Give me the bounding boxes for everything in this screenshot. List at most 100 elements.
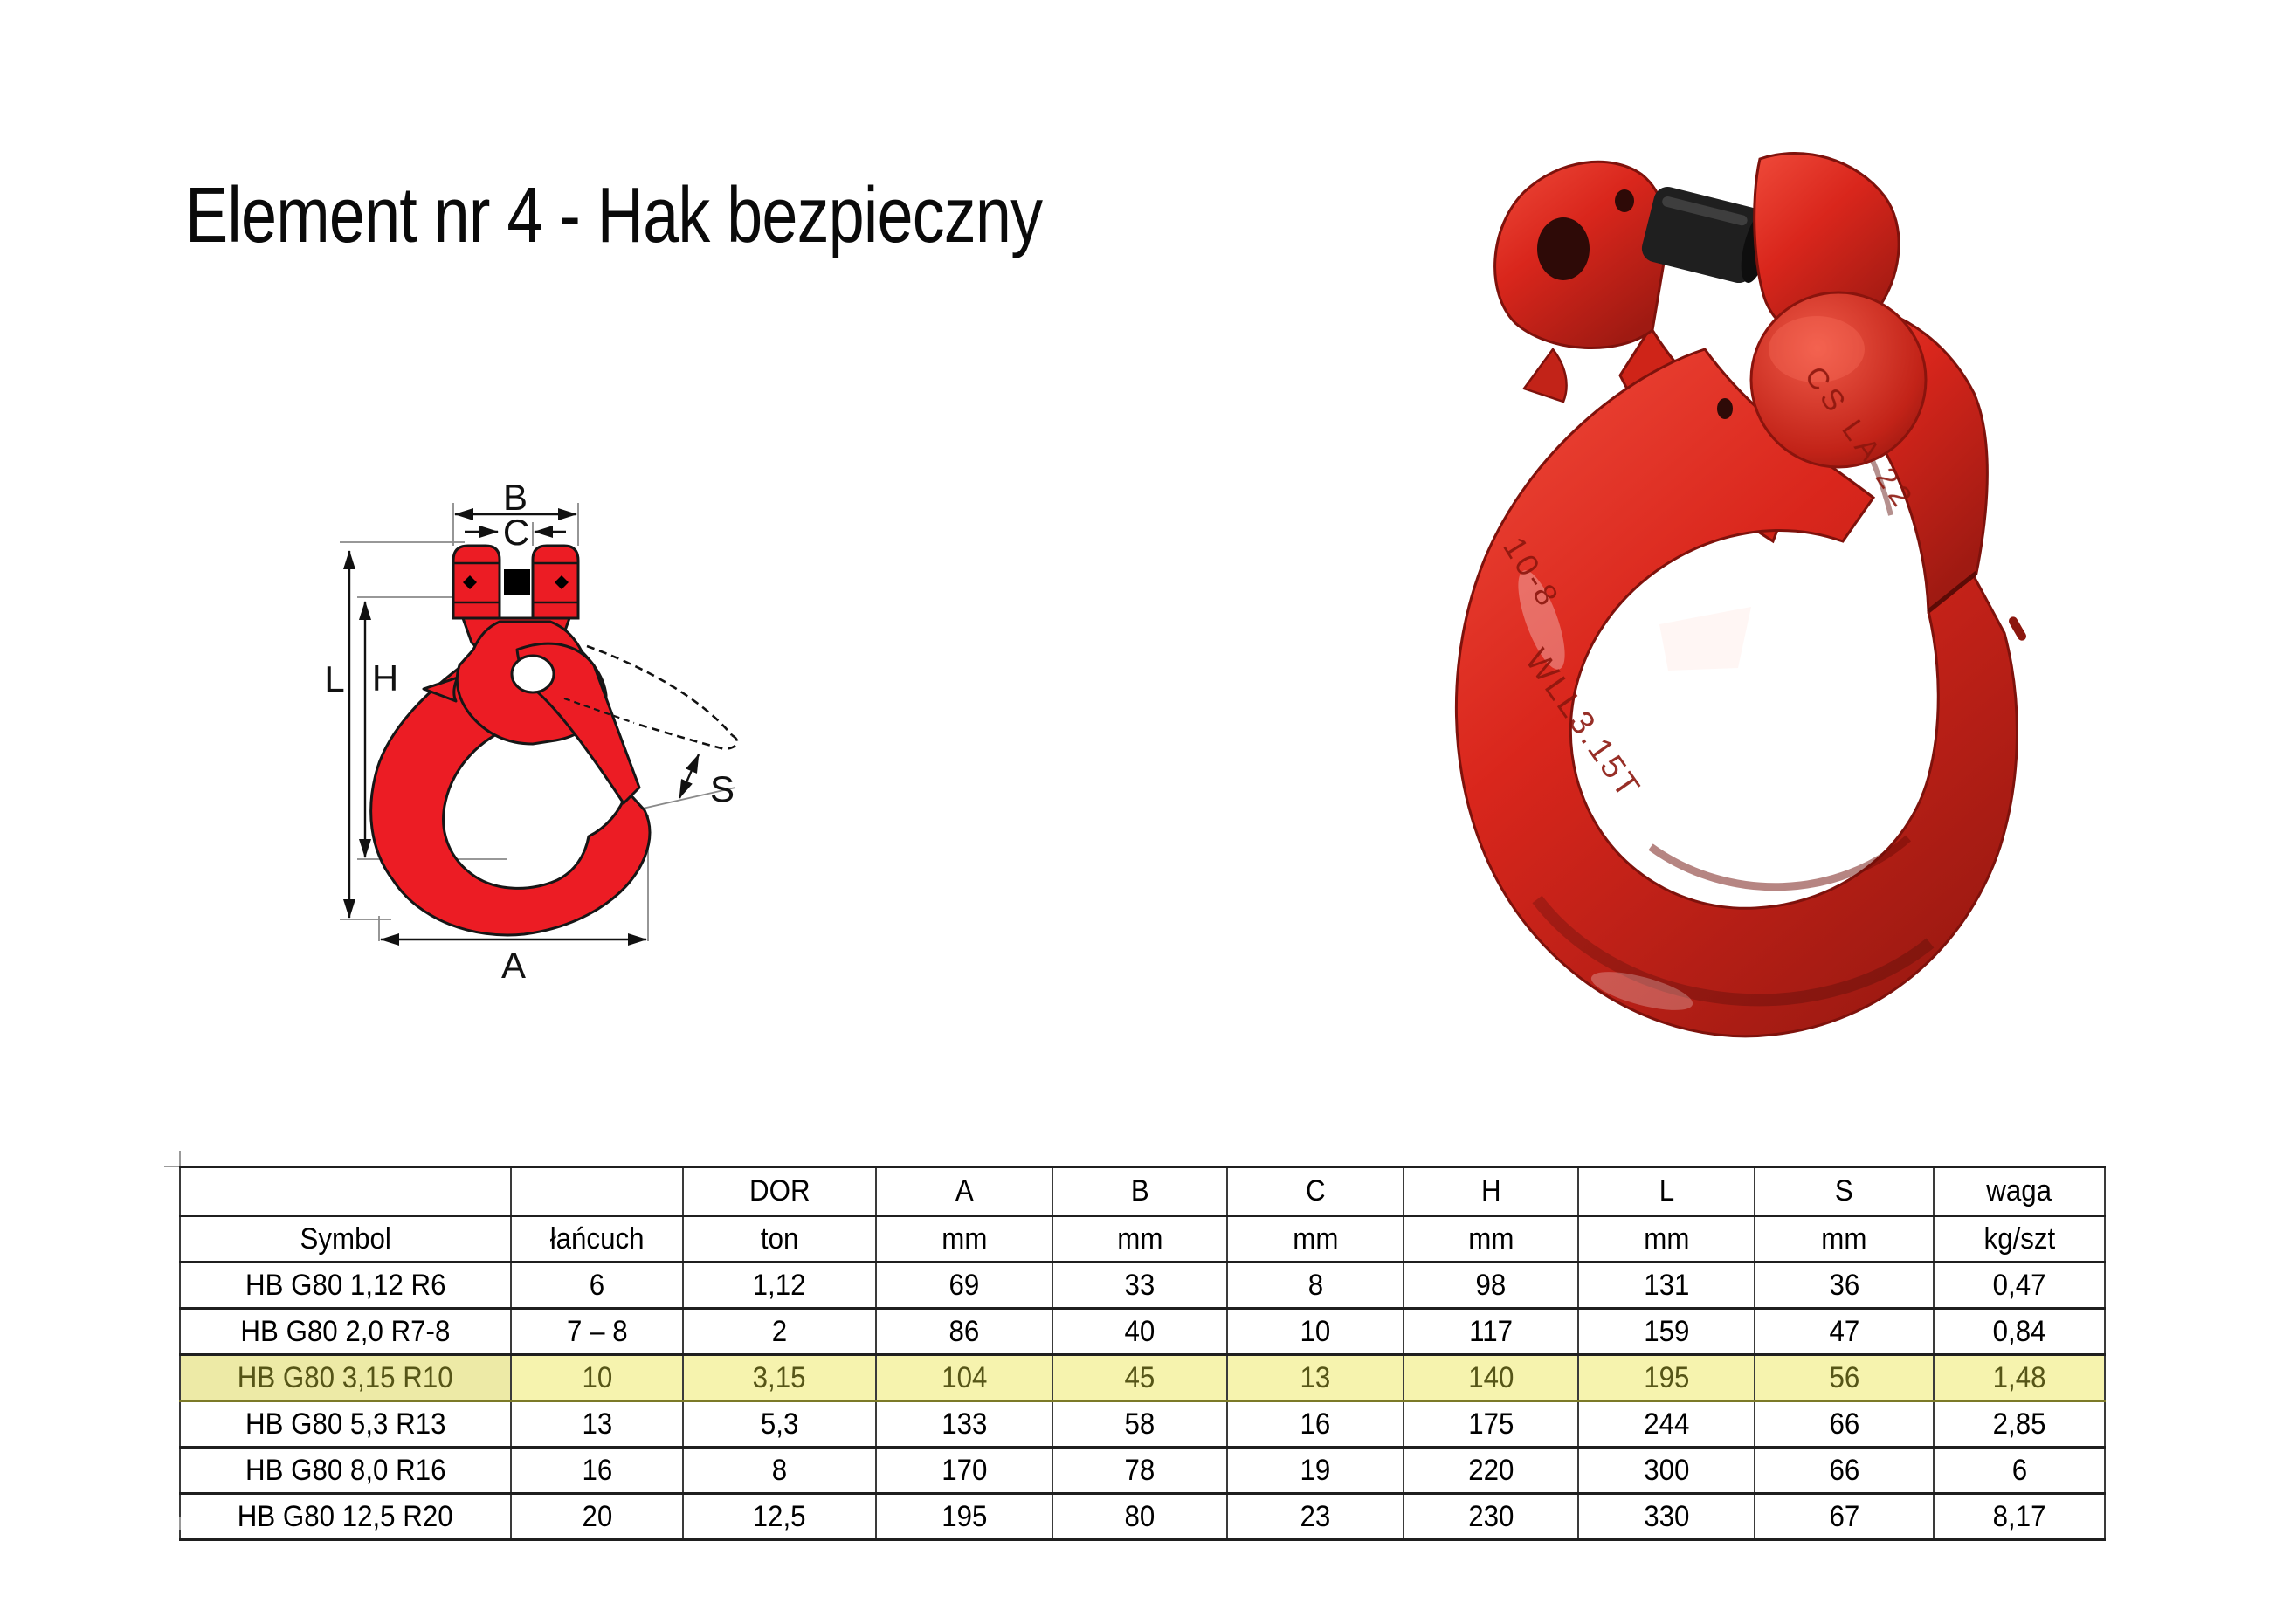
value-cell-0-7-text: 36 (1829, 1268, 1859, 1302)
value-cell-2-1-text: 3,15 (753, 1360, 806, 1394)
clevis-pin (1641, 187, 1771, 284)
value-cell-2-8: 1,48 (1933, 1353, 2106, 1402)
table-row-highlighted: HB G80 3,15 R10 10 3,15 104 45 13 140 195 56 1,48 (179, 1353, 2106, 1402)
value-cell-3-6: 244 (1577, 1400, 1755, 1449)
value-cell-4-0-text: 16 (582, 1453, 612, 1487)
highlight-bottom (1590, 972, 1693, 1010)
value-cell-2-7-text: 56 (1829, 1360, 1859, 1394)
header-cell-2: DOR (682, 1166, 877, 1217)
value-cell-4-6: 300 (1577, 1446, 1755, 1495)
highlight-left (1518, 570, 1565, 670)
latch-hidden-edge (563, 697, 635, 725)
value-cell-4-7-text: 66 (1829, 1453, 1859, 1487)
latch-pivot-eye (510, 654, 555, 694)
value-cell-1-6: 159 (1577, 1307, 1755, 1356)
value-cell-1-7: 47 (1754, 1307, 1935, 1356)
value-cell-3-6-text: 244 (1643, 1407, 1690, 1441)
clevis (452, 544, 580, 620)
symbol-cell-3-text: HB G80 5,3 R13 (245, 1407, 446, 1441)
grid-crop-tick (179, 1517, 181, 1530)
grid-crop-tick (164, 1166, 179, 1167)
unit-cell-5-text: mm (1292, 1221, 1339, 1256)
hook-outline (369, 616, 652, 937)
dash-mark (2009, 616, 2026, 641)
value-cell-5-8-text: 8,17 (1992, 1499, 2046, 1533)
unit-cell-7-text: mm (1643, 1221, 1690, 1256)
unit-cell-6-text: mm (1467, 1221, 1514, 1256)
header-cell-6-text: H (1480, 1174, 1501, 1208)
symbol-cell-5: HB G80 12,5 R20 (179, 1492, 512, 1541)
value-cell-4-8-text: 6 (2011, 1453, 2027, 1487)
value-cell-1-8: 0,84 (1933, 1307, 2106, 1356)
value-cell-1-0: 7 – 8 (510, 1307, 684, 1356)
value-cell-4-4-text: 19 (1300, 1453, 1331, 1487)
value-cell-3-5-text: 175 (1467, 1407, 1514, 1441)
table-row: HB G80 2,0 R7-8 7 – 8 2 86 40 10 117 159 47 0,84 (179, 1307, 2106, 1356)
value-cell-5-2: 195 (875, 1492, 1053, 1541)
symbol-cell-5-text: HB G80 12,5 R20 (238, 1499, 453, 1533)
symbol-cell-1: HB G80 2,0 R7-8 (179, 1307, 512, 1356)
value-cell-1-1: 2 (682, 1307, 877, 1356)
value-cell-1-3-text: 40 (1124, 1314, 1155, 1348)
value-cell-2-6-text: 195 (1643, 1360, 1690, 1394)
value-cell-2-2-text: 104 (941, 1360, 988, 1394)
value-cell-5-2-text: 195 (941, 1499, 988, 1533)
header-cell-9: waga (1933, 1166, 2106, 1217)
bottom-shadow (1532, 895, 1935, 1007)
value-cell-3-0-text: 13 (582, 1407, 612, 1441)
value-cell-0-1: 1,12 (682, 1261, 877, 1310)
value-cell-5-6-text: 330 (1643, 1499, 1690, 1533)
value-cell-4-2: 170 (875, 1446, 1053, 1495)
unit-cell-9-text: kg/szt (1983, 1221, 2055, 1256)
value-cell-4-0: 16 (510, 1446, 684, 1495)
symbol-cell-0-text: HB G80 1,12 R6 (245, 1268, 446, 1302)
table-row: HB G80 12,5 R20 20 12,5 195 80 23 230 330 67 8,17 (179, 1492, 2106, 1541)
value-cell-3-3: 58 (1052, 1400, 1228, 1449)
table-row: HB G80 8,0 R16 16 8 170 78 19 220 300 66 6 (179, 1446, 2106, 1495)
value-cell-0-8: 0,47 (1933, 1261, 2106, 1310)
table-row: HB G80 5,3 R13 13 5,3 133 58 16 175 244 66 2,85 (179, 1400, 2106, 1449)
value-cell-0-2-text: 69 (948, 1268, 980, 1302)
body-pin-hole (1717, 398, 1733, 419)
value-cell-0-6-text: 131 (1643, 1268, 1690, 1302)
symbol-cell-4: HB G80 8,0 R16 (179, 1446, 512, 1495)
value-cell-0-5-text: 98 (1475, 1268, 1507, 1302)
value-cell-3-4-text: 16 (1300, 1407, 1331, 1441)
unit-cell-5: mm (1226, 1215, 1404, 1263)
value-cell-3-8: 2,85 (1933, 1400, 2106, 1449)
inner-groove (1648, 835, 1911, 891)
value-cell-3-7: 66 (1754, 1400, 1935, 1449)
header-cell-8-text: S (1835, 1174, 1853, 1208)
value-cell-2-1: 3,15 (682, 1353, 877, 1402)
value-cell-0-0-text: 6 (589, 1268, 605, 1302)
value-cell-5-0-text: 20 (582, 1499, 612, 1533)
value-cell-5-8: 8,17 (1933, 1492, 2106, 1541)
value-cell-0-1-text: 1,12 (753, 1268, 806, 1302)
value-cell-3-4: 16 (1226, 1400, 1404, 1449)
header-cell-0 (179, 1166, 512, 1217)
symbol-cell-2-text: HB G80 3,15 R10 (238, 1360, 453, 1394)
value-cell-0-2: 69 (875, 1261, 1053, 1310)
value-cell-3-8-text: 2,85 (1992, 1407, 2046, 1441)
value-cell-0-6: 131 (1577, 1261, 1755, 1310)
symbol-cell-2: HB G80 3,15 R10 (179, 1353, 512, 1402)
paint-chip (1659, 607, 1751, 671)
pin-mark-left (463, 575, 477, 589)
value-cell-4-6-text: 300 (1643, 1453, 1690, 1487)
value-cell-5-5-text: 230 (1467, 1499, 1514, 1533)
header-cell-3: A (875, 1166, 1053, 1217)
header-cell-5-text: C (1305, 1174, 1326, 1208)
latch-open-dashed (586, 644, 739, 751)
value-cell-1-3: 40 (1052, 1307, 1228, 1356)
value-cell-1-6-text: 159 (1643, 1314, 1690, 1348)
value-cell-4-7: 66 (1754, 1446, 1935, 1495)
header-cell-5: C (1226, 1166, 1404, 1217)
value-cell-1-8-text: 0,84 (1992, 1314, 2046, 1348)
value-cell-1-2-text: 86 (948, 1314, 980, 1348)
header-cell-7: L (1577, 1166, 1755, 1217)
value-cell-4-3: 78 (1052, 1446, 1228, 1495)
dim-label-B: B (503, 477, 528, 518)
value-cell-1-5: 117 (1403, 1307, 1579, 1356)
